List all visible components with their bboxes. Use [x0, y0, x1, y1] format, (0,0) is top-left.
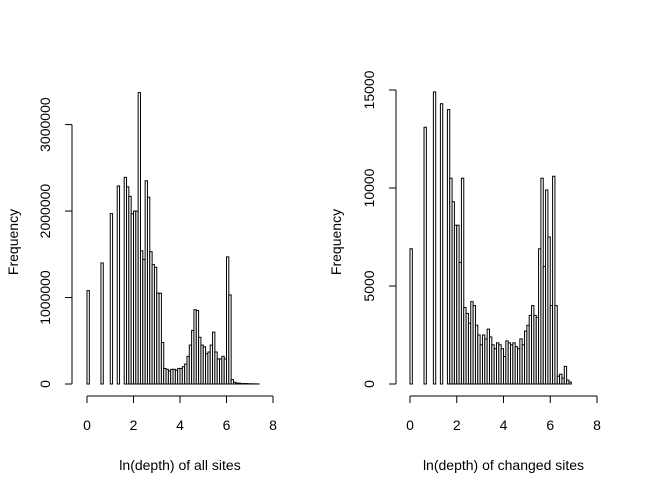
x-ticks: 0 2 4 6 8	[406, 396, 601, 433]
histogram-bar	[555, 306, 557, 384]
y-ticks: 0 5000 10000 15000	[361, 70, 396, 388]
histogram-bar	[410, 249, 412, 384]
x-tick-label: 0	[83, 417, 91, 433]
x-axis-label: ln(depth) of all sites	[119, 457, 240, 473]
x-tick-label: 6	[223, 417, 231, 433]
y-axis-label: Frequency	[328, 209, 344, 275]
histogram-bar	[569, 382, 571, 384]
y-tick-label: 15000	[361, 70, 377, 109]
y-tick-label: 10000	[361, 168, 377, 207]
histogram-bar	[440, 104, 442, 384]
y-tick-label: 5000	[361, 270, 377, 301]
x-axis-label: ln(depth) of changed sites	[423, 457, 584, 473]
x-ticks: 0 2 4 6 8	[83, 396, 277, 433]
histogram-bar	[101, 263, 103, 384]
histogram-bar	[87, 291, 89, 384]
x-tick-label: 2	[453, 417, 461, 433]
x-tick-label: 4	[176, 417, 184, 433]
histogram-bar	[433, 92, 435, 384]
bars-changed-sites	[410, 92, 571, 384]
x-tick-label: 2	[130, 417, 138, 433]
y-tick-label: 2000000	[37, 184, 53, 239]
bars-all-sites	[87, 93, 259, 384]
x-tick-label: 8	[269, 417, 277, 433]
y-tick-label: 3000000	[37, 97, 53, 152]
y-axis-label: Frequency	[5, 209, 21, 275]
histogram-bar	[117, 186, 119, 384]
y-tick-label: 0	[361, 380, 377, 388]
x-tick-label: 0	[406, 417, 414, 433]
x-tick-label: 6	[546, 417, 554, 433]
y-tick-label: 0	[37, 380, 53, 388]
histogram-bar	[110, 214, 112, 384]
y-tick-label: 1000000	[37, 270, 53, 325]
x-tick-label: 4	[500, 417, 508, 433]
histogram-changed-sites: 0 2 4 6 8 0 5000 10000 15000 ln(depth) of chang…	[328, 70, 601, 473]
histogram-all-sites: 0 2 4 6 8 0 1000000 2000000 3000000 ln(depth) o…	[5, 93, 277, 473]
x-tick-label: 8	[593, 417, 601, 433]
y-ticks: 0 1000000 2000000 3000000	[37, 97, 72, 388]
histogram-bar	[424, 127, 426, 384]
histogram-bar	[229, 295, 231, 384]
